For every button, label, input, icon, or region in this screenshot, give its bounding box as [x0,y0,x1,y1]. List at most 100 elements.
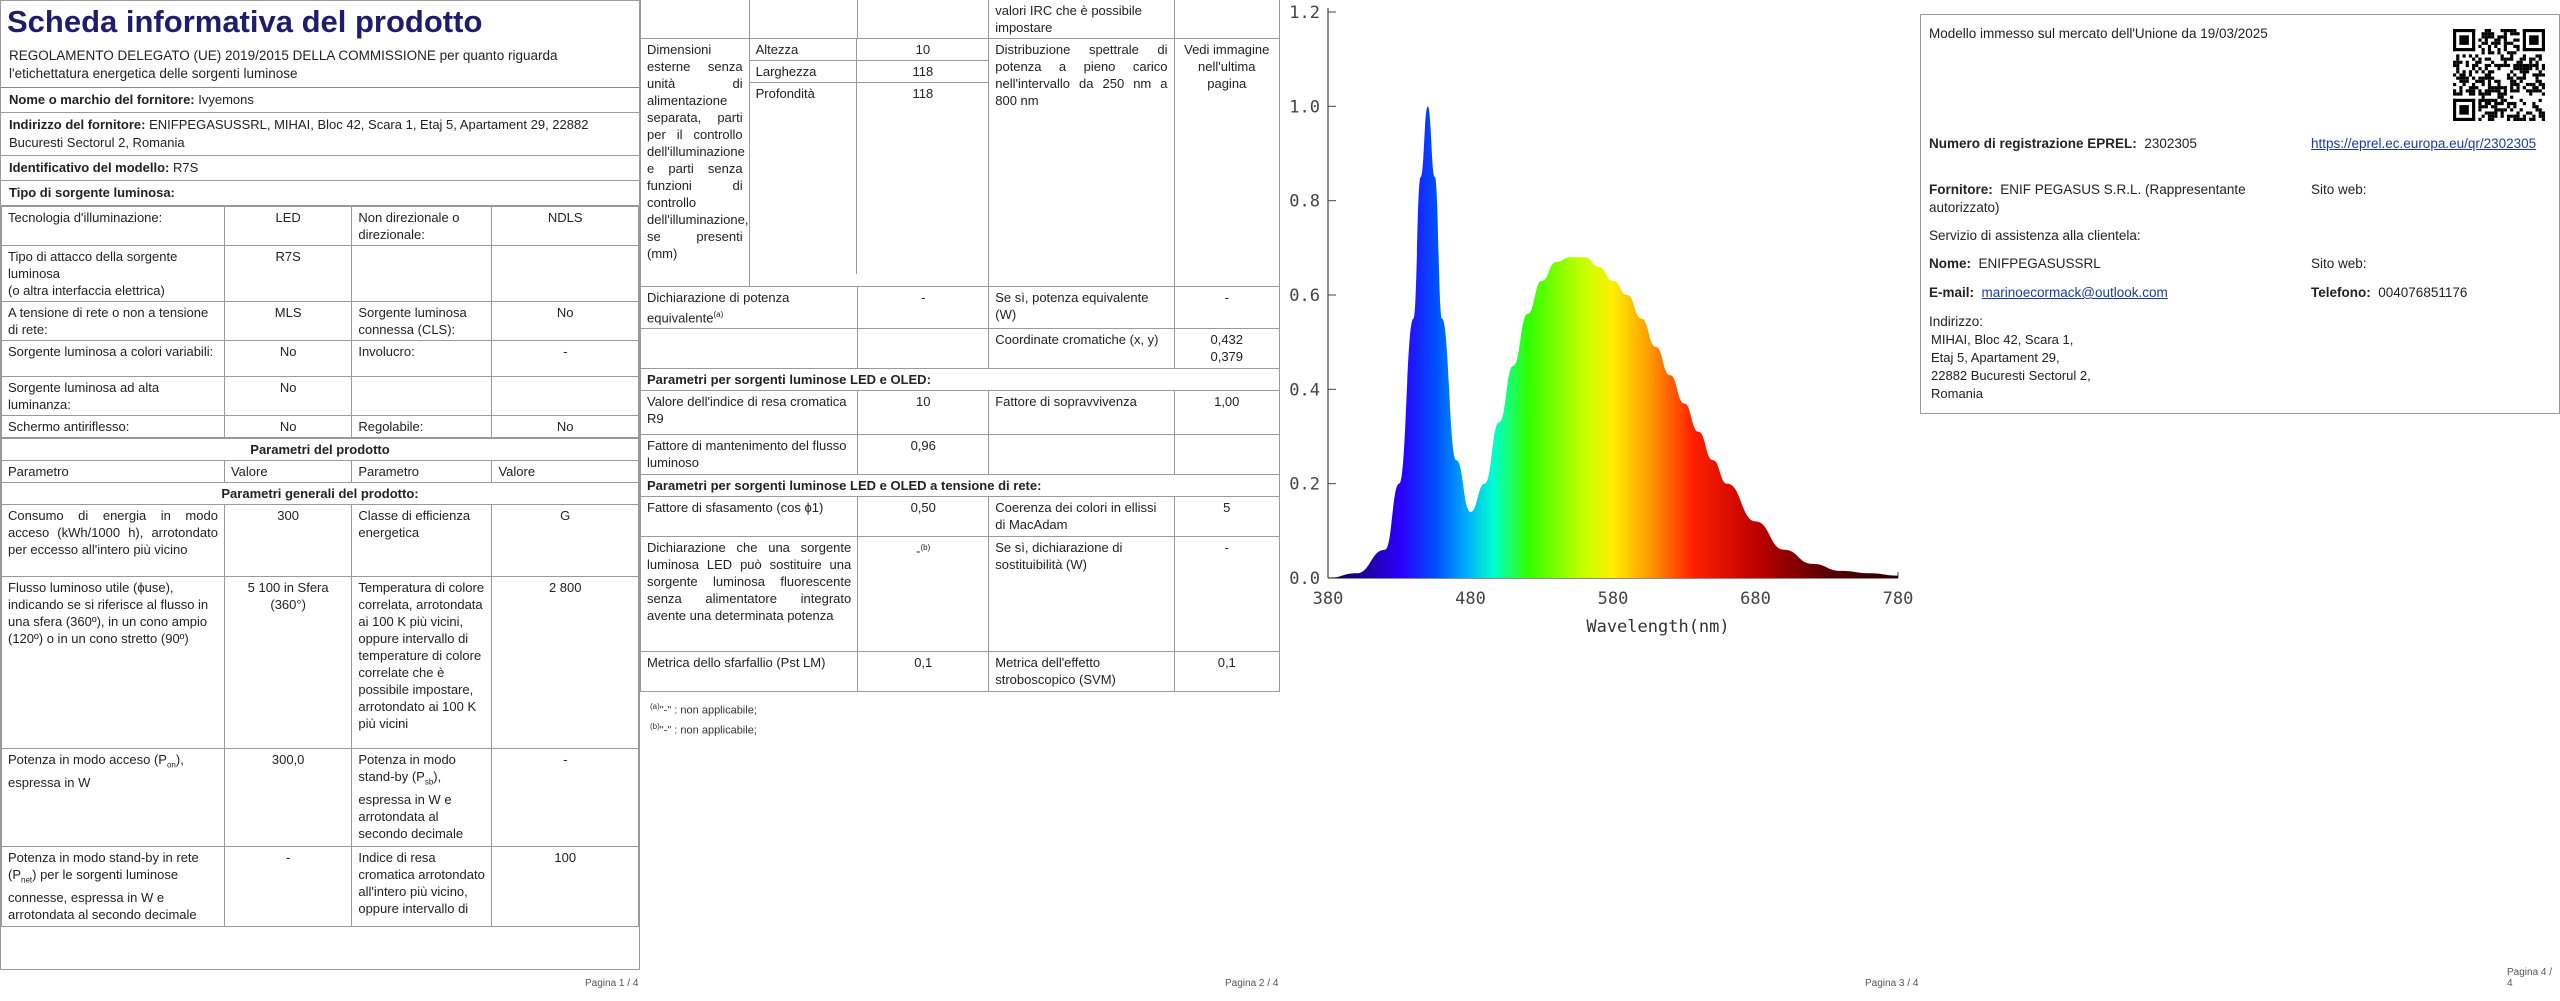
qr-module [2500,98,2504,102]
qr-module [2475,86,2479,90]
row-label [351,376,493,416]
qr-module [2516,38,2520,42]
qr-module [2459,76,2463,80]
qr-module [2500,95,2504,99]
params-header: Parametri del prodotto [1,438,639,461]
qr-module [2532,114,2536,118]
qr-module [2494,86,2498,90]
qr-module [2516,48,2520,52]
r9-label: Valore dell'indice di resa cromatica R9 [640,390,859,436]
qr-module [2478,108,2482,112]
page-number: Pagina 3 / 4 [1865,978,1919,989]
qr-module [2510,108,2514,112]
row-value: LED [223,206,353,246]
qr-module [2462,76,2466,80]
param-value: - [223,846,353,927]
table-row: Sorgente luminosa ad alta luminanza: No [1,376,639,416]
source-type-header: Tipo di sorgente luminosa: [1,181,639,206]
chart-axes: 0.0 0.2 0.4 0.6 0.8 1.0 1.2 380 480 580 680 780 [1289,3,1913,609]
page-1: Scheda informativa del prodotto REGOLAME… [0,0,640,1001]
qr-module [2484,32,2488,36]
qr-module [2538,73,2542,77]
qr-module [2453,48,2476,52]
qr-module [2481,70,2485,74]
qr-module [2510,86,2514,90]
qr-module [2481,92,2485,96]
page-number: Pagina 2 / 4 [1225,978,1279,989]
qr-module [2519,63,2523,68]
qr-module [2491,32,2495,36]
qr-module [2535,54,2539,58]
qr-module [2456,60,2460,64]
qr-module [2513,89,2517,93]
qr-module [2481,48,2485,52]
qr-module [2513,114,2517,118]
qr-module [2481,41,2485,45]
led-header: Parametri per sorgenti luminose LED e OL… [640,368,1280,392]
param-label: Flusso luminoso utile (ϕuse), indicando … [1,576,225,749]
qr-module [2472,76,2476,80]
qr-module [2481,35,2485,39]
dims-table: Altezza 10 Larghezza 118 Profondità 118 [749,39,989,274]
qr-module [2468,54,2473,58]
qr-module [2478,44,2482,49]
qr-module [2535,67,2539,71]
supplier-row: Nome o marchio del fornitore: Ivyemons [1,88,639,113]
eprel-link[interactable]: https://eprel.ec.europa.eu/qr/2302305 [2311,136,2537,151]
col-header: Parametro [1,460,225,483]
qr-module [2487,51,2492,55]
qr-module [2522,54,2526,58]
qr-module [2506,76,2511,80]
qr-module [2532,101,2536,106]
supplier-value: ENIF PEGASUS S.R.L. (Rappresentante auto… [1929,182,2246,215]
qr-module [2541,117,2545,121]
qr-module [2487,86,2492,90]
qr-module [2453,60,2457,64]
qr-module [2465,60,2469,64]
qr-module [2491,98,2495,102]
qr-module [2497,92,2501,96]
address-label: Indirizzo: [1929,314,1984,329]
qr-module [2481,98,2485,102]
qr-module [2541,92,2545,96]
qr-module [2481,82,2485,87]
qr-module [2538,79,2542,83]
qr-module [2500,108,2504,112]
qr-module [2456,54,2460,58]
support-label: Servizio di assistenza alla clientela: [1929,228,2141,243]
qr-module [2453,73,2457,77]
qr-module [2459,73,2463,77]
qr-module [2487,35,2492,39]
qr-module [2522,48,2545,52]
qr-module [2487,114,2492,118]
qr-module [2497,95,2501,99]
eprel-box: Modello immesso sul mercato dell'Unione … [1920,14,2560,414]
qr-module [2513,38,2517,42]
replace-value: - [1173,536,1280,653]
row-value: No [223,376,353,416]
r9-value: 10 [857,390,990,436]
qr-module [2519,79,2523,83]
qr-module [2529,92,2533,96]
qr-module [2491,86,2495,90]
qr-module [2453,98,2476,102]
qr-module [2494,79,2498,83]
qr-module [2503,48,2507,52]
row-label: Sorgente luminosa ad alta luminanza: [1,376,225,416]
page2-table: valori IRC che è possibile impostare Dim… [640,0,1280,693]
row-label: Sorgente luminosa a colori variabili: [1,340,225,377]
qr-module [2503,35,2507,39]
qr-module [2506,105,2511,109]
qr-module [2510,79,2514,83]
qr-module [2497,82,2501,87]
page-4: Modello immesso sul mercato dell'Unione … [1920,0,2560,1001]
qr-module [2465,63,2469,68]
eprel-label: Numero di registrazione EPREL: [1929,136,2137,151]
email-link[interactable]: marinoecormack@outlook.com [1981,285,2168,300]
qr-module [2516,89,2520,93]
qr-module [2513,63,2517,68]
qr-module [2532,89,2536,93]
param-value: 300 [223,504,353,577]
qr-module [2453,63,2457,68]
qr-module [2491,111,2495,115]
